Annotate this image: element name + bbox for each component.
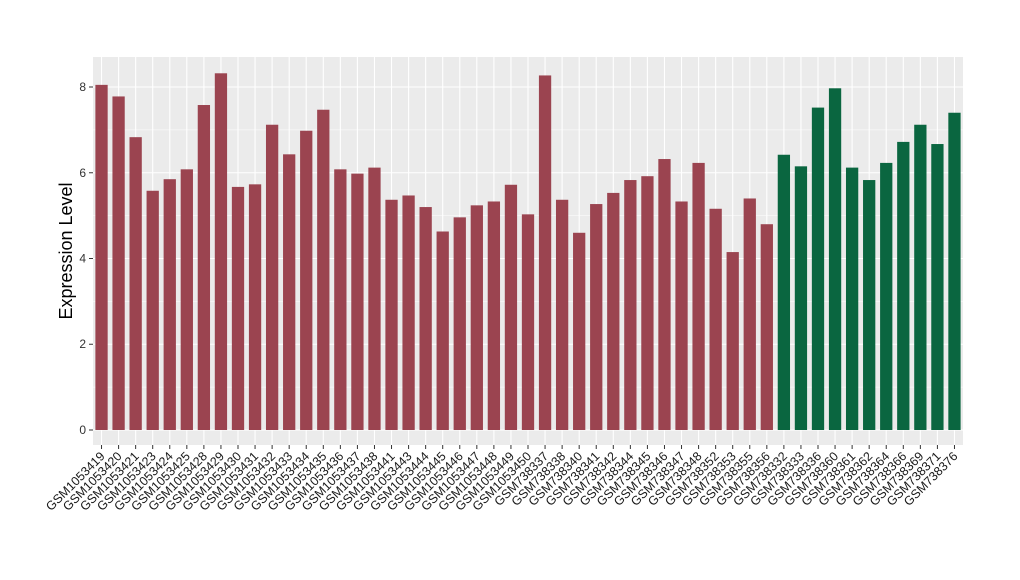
bar-GSM1053419 [95,84,108,430]
bar-GSM738346 [658,159,671,430]
bar-GSM1053437 [351,173,364,430]
bar-GSM1053434 [300,130,313,430]
bar-GSM738337 [538,75,552,430]
bar-GSM738364 [880,162,893,430]
bar-GSM738348 [692,162,705,430]
bar-GSM1053448 [487,201,501,430]
y-tick-label: 0 [79,423,86,437]
bar-GSM738376 [948,112,961,430]
bar-GSM738360 [828,88,842,430]
bar-GSM1053450 [521,214,535,430]
bar-GSM1053443 [402,195,415,430]
bar-GSM738332 [777,154,791,430]
bar-GSM738352 [709,208,722,430]
y-tick-label: 8 [79,80,86,94]
bar-GSM738344 [624,180,637,430]
bar-GSM738345 [641,176,654,430]
bar-GSM738361 [845,167,859,430]
bar-GSM738355 [743,198,756,430]
bars [95,73,961,430]
bar-GSM738371 [931,144,944,430]
bar-GSM738340 [573,232,586,430]
bar-GSM1053420 [112,96,125,430]
bar-GSM738336 [811,107,825,430]
bar-GSM738333 [794,166,808,430]
bar-GSM1053438 [368,167,381,430]
bar-GSM738353 [726,252,739,430]
bar-GSM1053447 [470,205,483,430]
bar-GSM738338 [555,199,569,430]
bar-GSM1053430 [231,186,245,430]
y-tick-label: 2 [79,337,86,351]
bar-GSM1053435 [317,109,330,430]
bar-GSM1053444 [419,207,432,430]
bar-GSM1053432 [265,124,279,430]
bar-GSM1053449 [504,184,518,430]
bar-GSM1053425 [180,169,193,430]
bar-GSM1053431 [248,184,262,430]
bar-GSM738369 [914,124,927,430]
bar-GSM1053433 [283,154,296,430]
bar-GSM1053428 [197,105,211,430]
bar-GSM1053424 [163,179,176,430]
bar-GSM738366 [897,141,910,430]
bar-GSM738362 [863,180,876,430]
x-axis: GSM1053419GSM1053420GSM1053421GSM1053423… [43,445,961,514]
bar-GSM1053446 [453,217,466,430]
y-tick-label: 4 [79,252,86,266]
bar-GSM1053423 [146,190,159,430]
bar-GSM1053421 [129,137,142,430]
bar-GSM738356 [760,224,773,430]
bar-GSM1053441 [385,199,398,430]
y-axis-title: Expression Level [56,182,76,319]
bar-GSM1053445 [436,231,449,430]
bar-GSM738347 [675,201,688,430]
bar-GSM738341 [590,204,603,430]
y-tick-label: 6 [79,166,86,180]
bar-GSM1053436 [334,169,347,430]
y-axis: 0 2 4 6 8 [79,80,93,437]
bar-GSM738342 [607,192,620,430]
bar-GSM1053429 [214,73,228,430]
